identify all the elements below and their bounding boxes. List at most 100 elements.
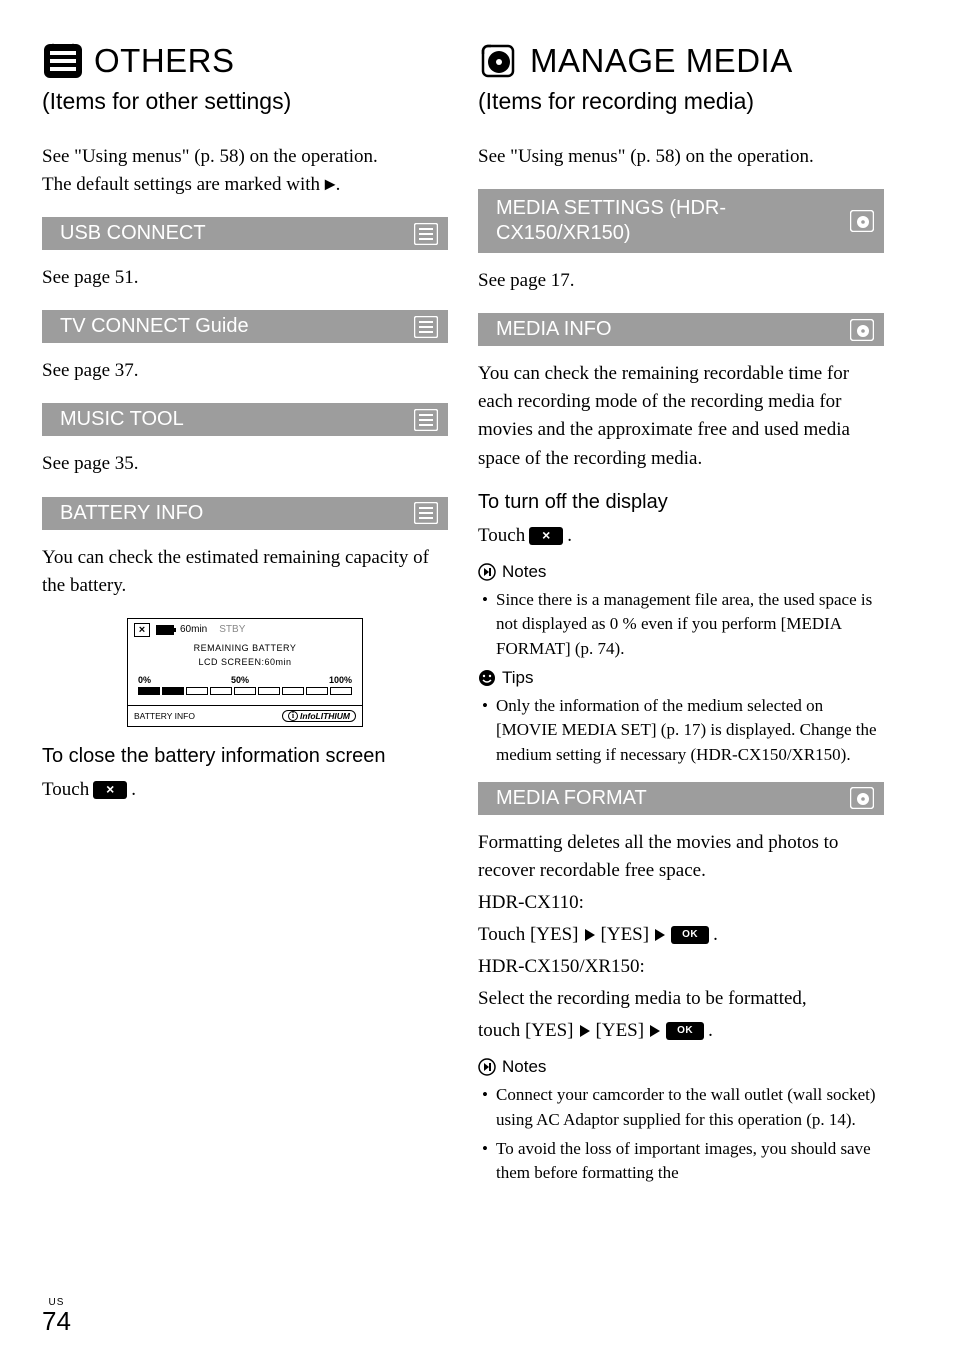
battery-segment	[138, 687, 160, 695]
arrow-icon	[580, 1025, 590, 1037]
close-icon: ×	[93, 781, 127, 799]
battery-segment	[210, 687, 232, 695]
manage-media-icon	[478, 40, 520, 82]
lcd-screen-label: LCD SCREEN:60min	[128, 655, 362, 669]
others-heading: OTHERS	[94, 42, 235, 80]
turnoff-touch: Touch ×.	[478, 522, 884, 550]
page-num: 74	[42, 1306, 71, 1336]
media-format-title: MEDIA FORMAT	[496, 787, 647, 810]
tv-connect-bar: TV CONNECT Guide	[42, 310, 448, 343]
yes2: [YES]	[601, 921, 650, 949]
left-column: OTHERS (Items for other settings) See "U…	[42, 40, 448, 1190]
battery-bar	[138, 687, 352, 695]
media-format-model2: HDR-CX150/XR150:	[478, 953, 884, 981]
media-info-tips-label: Tips	[478, 668, 884, 688]
touch-word: Touch	[42, 776, 89, 804]
media-settings-bar: MEDIA SETTINGS (HDR-CX150/XR150)	[478, 189, 884, 253]
model2-pre: touch [YES]	[478, 1017, 574, 1045]
list-icon	[414, 223, 438, 245]
yes2b: [YES]	[596, 1017, 645, 1045]
battery-segment	[162, 687, 184, 695]
list-item: To avoid the loss of important images, y…	[482, 1137, 884, 1186]
media-info-tips-list: Only the information of the medium selec…	[478, 694, 884, 768]
media-icon	[850, 319, 874, 341]
tv-connect-title: TV CONNECT Guide	[60, 315, 249, 338]
battery-segment	[234, 687, 256, 695]
stby-label: STBY	[219, 624, 245, 635]
media-format-notes-list: Connect your camcorder to the wall outle…	[478, 1083, 884, 1186]
close-x-icon: ×	[134, 623, 150, 637]
tips-text: Tips	[502, 668, 534, 688]
battery-screen: × 60min STBY REMAINING BATTERY LCD SCREE…	[127, 618, 363, 727]
media-info-notes-label: Notes	[478, 562, 884, 582]
media-icon	[850, 787, 874, 809]
media-format-model2-desc: Select the recording media to be formatt…	[478, 985, 884, 1013]
battery-info-label: BATTERY INFO	[134, 711, 195, 721]
right-column: MANAGE MEDIA (Items for recording media)…	[478, 40, 884, 1190]
model1-pre: Touch [YES]	[478, 921, 579, 949]
usb-connect-title: USB CONNECT	[60, 222, 206, 245]
battery-info-desc: You can check the estimated remaining ca…	[42, 544, 448, 600]
close-icon: ×	[529, 527, 563, 545]
list-item: Since there is a management file area, t…	[482, 588, 884, 662]
battery-info-title: BATTERY INFO	[60, 502, 203, 525]
usb-connect-desc: See page 51.	[42, 264, 448, 292]
media-settings-title: MEDIA SETTINGS (HDR-CX150/XR150)	[496, 196, 844, 246]
media-info-notes-list: Since there is a management file area, t…	[478, 588, 884, 662]
notes-text: Notes	[502, 562, 546, 582]
close-battery-heading: To close the battery information screen	[42, 745, 448, 768]
battery-info-bar: BATTERY INFO	[42, 497, 448, 530]
tv-connect-desc: See page 37.	[42, 357, 448, 385]
media-format-model1-line: Touch [YES] [YES] OK.	[478, 921, 884, 949]
media-format-desc: Formatting deletes all the movies and ph…	[478, 829, 884, 885]
close-battery-touch: Touch ×.	[42, 776, 448, 804]
battery-time: 60min	[180, 624, 207, 635]
ok-icon: OK	[666, 1022, 704, 1040]
arrow-icon	[585, 929, 595, 941]
media-format-notes-label: Notes	[478, 1057, 884, 1077]
media-info-desc: You can check the remaining recordable t…	[478, 360, 884, 472]
media-info-bar: MEDIA INFO	[478, 313, 884, 346]
battery-segment	[282, 687, 304, 695]
touch-word: Touch	[478, 522, 525, 550]
list-icon	[414, 502, 438, 524]
media-settings-desc: See page 17.	[478, 267, 884, 295]
music-tool-desc: See page 35.	[42, 450, 448, 478]
scale-0: 0%	[138, 675, 151, 685]
others-heading-row: OTHERS	[42, 40, 448, 82]
tip-icon	[478, 669, 496, 687]
usb-connect-bar: USB CONNECT	[42, 217, 448, 250]
media-icon	[850, 210, 874, 232]
list-item: Connect your camcorder to the wall outle…	[482, 1083, 884, 1132]
list-icon	[414, 409, 438, 431]
battery-segment	[330, 687, 352, 695]
arrow-icon	[655, 929, 665, 941]
list-item: Only the information of the medium selec…	[482, 694, 884, 768]
media-format-bar: MEDIA FORMAT	[478, 782, 884, 815]
manage-media-subtitle: (Items for recording media)	[478, 88, 884, 115]
manage-media-heading: MANAGE MEDIA	[530, 42, 793, 80]
manage-media-heading-row: MANAGE MEDIA	[478, 40, 884, 82]
note-icon	[478, 1058, 496, 1076]
list-icon	[414, 316, 438, 338]
manage-media-intro: See "Using menus" (p. 58) on the operati…	[478, 143, 884, 171]
turnoff-heading: To turn off the display	[478, 491, 884, 514]
media-info-title: MEDIA INFO	[496, 318, 612, 341]
others-intro: See "Using menus" (p. 58) on the operati…	[42, 143, 448, 199]
page-number: US 74	[42, 1297, 71, 1335]
battery-segment	[258, 687, 280, 695]
media-format-model2-line: touch [YES] [YES] OK.	[478, 1017, 884, 1045]
battery-segment	[306, 687, 328, 695]
others-intro-l1: See "Using menus" (p. 58) on the operati…	[42, 146, 378, 167]
media-format-model1: HDR-CX110:	[478, 889, 884, 917]
arrow-icon	[650, 1025, 660, 1037]
others-subtitle: (Items for other settings)	[42, 88, 448, 115]
scale-100: 100%	[329, 675, 352, 685]
note-icon	[478, 563, 496, 581]
infolithium-badge: iInfoLITHIUM	[282, 710, 356, 722]
ok-icon: OK	[671, 926, 709, 944]
music-tool-bar: MUSIC TOOL	[42, 403, 448, 436]
remaining-battery-label: REMAINING BATTERY	[128, 641, 362, 655]
notes-text: Notes	[502, 1057, 546, 1077]
others-icon	[42, 40, 84, 82]
